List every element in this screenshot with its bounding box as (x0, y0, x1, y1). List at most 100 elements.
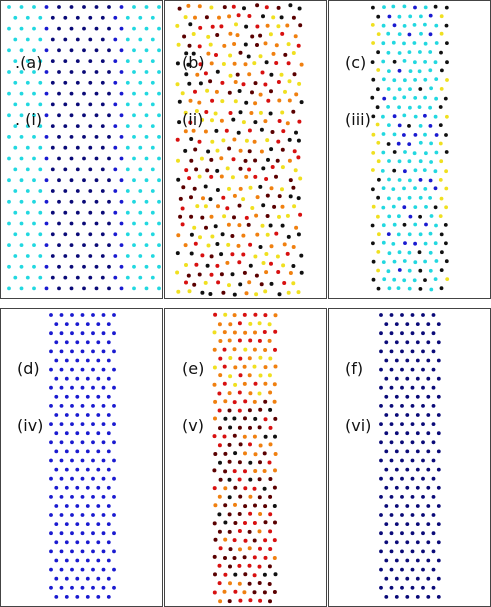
lattice-dot (223, 399, 228, 404)
lattice-dot (253, 312, 258, 317)
lattice-dot (443, 223, 448, 227)
lattice-dot (13, 15, 18, 20)
lattice-dot (243, 347, 248, 352)
lattice-dot (85, 504, 90, 508)
lattice-dot (397, 123, 402, 128)
lattice-dot (436, 413, 441, 417)
lattice-dot (259, 282, 264, 287)
lattice-dot (259, 149, 264, 154)
lattice-dot (82, 178, 86, 183)
lattice-dot (176, 42, 181, 47)
panel-label-b: (b) (ii) (182, 15, 205, 167)
lattice-dot (248, 511, 253, 516)
lattice-dot (247, 356, 252, 361)
lattice-dot (57, 70, 61, 74)
lattice-dot (63, 80, 68, 85)
lattice-dot (94, 178, 99, 183)
lattice-dot (217, 443, 222, 448)
lattice-dot (237, 338, 242, 343)
lattice-dot (82, 91, 86, 96)
lattice-dot (392, 59, 397, 64)
lattice-dot (280, 31, 285, 36)
lattice-dot (272, 204, 277, 209)
lattice-dot (107, 70, 111, 74)
lattice-dot (431, 367, 436, 372)
lattice-dot (80, 476, 85, 481)
lattice-dot (415, 358, 420, 363)
lattice-dot (410, 367, 415, 372)
lattice-dot (400, 404, 404, 408)
lattice-dot (184, 72, 189, 77)
lattice-dot (19, 178, 24, 183)
lattice-plot-c (370, 4, 450, 292)
lattice-dot (431, 513, 436, 517)
panel-letter: (d) (17, 359, 40, 378)
lattice-dot (75, 340, 80, 345)
lattice-dot (426, 449, 431, 454)
lattice-dot (178, 196, 183, 201)
lattice-dot (392, 150, 397, 154)
lattice-dot (233, 365, 238, 370)
lattice-dot (69, 286, 74, 291)
lattice-dot (400, 476, 404, 481)
lattice-dot (217, 391, 222, 396)
lattice-dot (200, 290, 205, 295)
lattice-dot (209, 174, 214, 179)
lattice-dot (381, 114, 385, 119)
lattice-dot (268, 407, 273, 412)
lattice-dot (255, 43, 259, 47)
lattice-dot (376, 286, 381, 291)
lattice-dot (408, 87, 412, 91)
lattice-dot (100, 37, 105, 42)
lattice-dot (227, 408, 232, 413)
lattice-dot (423, 241, 428, 246)
lattice-dot (157, 48, 161, 53)
lattice-dot (80, 385, 85, 390)
lattice-dot (431, 531, 436, 536)
lattice-dot (44, 286, 49, 291)
lattice-dot (429, 141, 433, 146)
lattice-dot (221, 195, 226, 200)
lattice-dot (418, 140, 423, 145)
lattice-dot (138, 254, 143, 258)
lattice-dot (192, 282, 197, 287)
lattice-dot (223, 451, 228, 456)
lattice-dot (254, 213, 259, 218)
lattice-dot (237, 89, 242, 93)
lattice-dot (112, 531, 116, 536)
lattice-dot (113, 59, 118, 63)
lattice-dot (288, 271, 293, 275)
lattice-dot (263, 504, 268, 509)
lattice-plot-e (212, 312, 278, 604)
panel-numeral: (ii) (182, 110, 204, 129)
lattice-dot (392, 78, 397, 83)
lattice-dot (85, 576, 90, 581)
lattice-dot (389, 422, 394, 426)
lattice-dot (389, 349, 394, 354)
lattice-dot (252, 364, 257, 369)
lattice-dot (197, 100, 202, 105)
lattice-dot (25, 102, 30, 107)
lattice-dot (381, 59, 386, 64)
lattice-dot (418, 232, 423, 237)
lattice-dot (203, 71, 208, 76)
lattice-dot (94, 264, 99, 269)
lattice-dot (112, 385, 116, 390)
lattice-dot (276, 139, 281, 144)
lattice-dot (182, 34, 187, 39)
lattice-dot (268, 356, 273, 361)
lattice-dot (57, 26, 61, 31)
lattice-dot (150, 102, 155, 107)
lattice-dot (32, 135, 36, 139)
lattice-dot (387, 177, 391, 182)
lattice-dot (413, 222, 418, 227)
lattice-dot (405, 540, 410, 545)
lattice-dot (82, 70, 86, 74)
lattice-dot (101, 531, 106, 536)
lattice-dot (80, 458, 85, 463)
lattice-dot (38, 254, 43, 258)
lattice-dot (252, 486, 257, 491)
lattice-dot (13, 124, 18, 128)
lattice-dot (389, 549, 394, 554)
lattice-dot (125, 80, 130, 85)
